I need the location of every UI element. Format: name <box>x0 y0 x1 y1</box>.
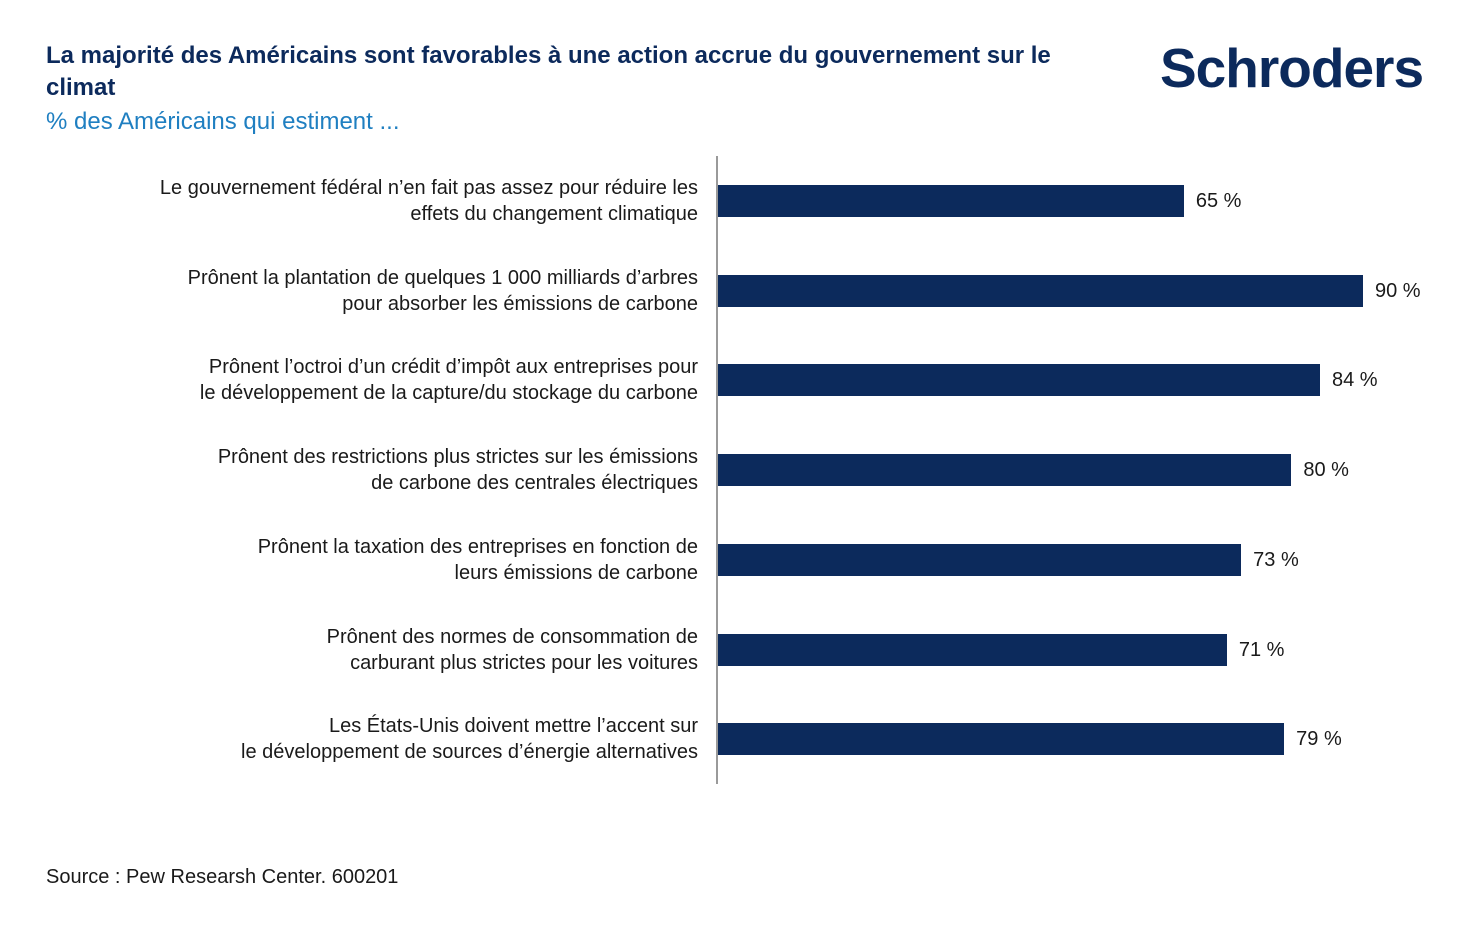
category-label: Prônent des restrictions plus strictes s… <box>58 444 698 496</box>
category-axis-line <box>716 156 718 784</box>
category-label-line: Prônent des normes de consommation de <box>326 625 698 648</box>
value-label: 80 % <box>1303 459 1349 482</box>
category-label-line: Le gouvernement fédéral n’en fait pas as… <box>159 177 698 199</box>
category-label-line: carburant plus strictes pour les voiture… <box>350 651 698 674</box>
category-label-line: pour absorber les émissions de carbone <box>342 292 698 315</box>
category-label: Prônent la taxation des entreprises en f… <box>58 534 698 586</box>
category-label-line: Prônent la taxation des entreprises en f… <box>257 535 698 558</box>
chart-title: La majorité des Américains sont favorabl… <box>46 42 1051 101</box>
bar <box>718 364 1320 397</box>
source-note: Source : Pew Researsh Center. 600201 <box>46 866 399 888</box>
value-label: 65 % <box>1195 190 1242 212</box>
category-label: Prônent l’octroi d’un crédit d’impôt aux… <box>58 354 698 406</box>
bar <box>718 723 1285 756</box>
bar <box>718 543 1242 576</box>
bar <box>718 185 1184 217</box>
category-label-line: leurs émissions de carbone <box>454 561 698 584</box>
category-label-line: Prônent la plantation de quelques 1 000 … <box>187 266 698 289</box>
category-label-line: le développement de sources d’énergie al… <box>241 741 698 764</box>
bar <box>718 454 1292 487</box>
chart-subtitle: % des Américains qui estiment ... <box>46 108 400 135</box>
category-label: Le gouvernement fédéral n’en fait pas as… <box>58 175 698 227</box>
category-label: Prônent des normes de consommation de car… <box>58 624 698 676</box>
value-label: 84 % <box>1332 369 1378 392</box>
category-label-line: de carbone des centrales électriques <box>371 472 698 495</box>
value-label: 79 % <box>1296 728 1342 751</box>
value-label: 71 % <box>1238 638 1285 661</box>
category-label-line: Prônent des restrictions plus strictes s… <box>217 446 698 469</box>
bar <box>718 633 1227 666</box>
category-label: Les États-Unis doivent mettre l’accent s… <box>58 713 698 765</box>
bar <box>718 274 1363 307</box>
category-label: Prônent la plantation de quelques 1 000 … <box>58 265 698 317</box>
schroders-logo: Schroders <box>1160 37 1424 99</box>
category-label-line: Les États-Unis doivent mettre l’accent s… <box>328 715 698 738</box>
value-label: 90 % <box>1375 279 1421 302</box>
category-label-line: effets du changement climatique <box>410 203 698 225</box>
category-label-line: le développement de la capture/du stocka… <box>199 382 698 405</box>
value-label: 73 % <box>1253 548 1299 571</box>
category-label-line: Prônent l’octroi d’un crédit d’impôt aux… <box>208 356 698 379</box>
